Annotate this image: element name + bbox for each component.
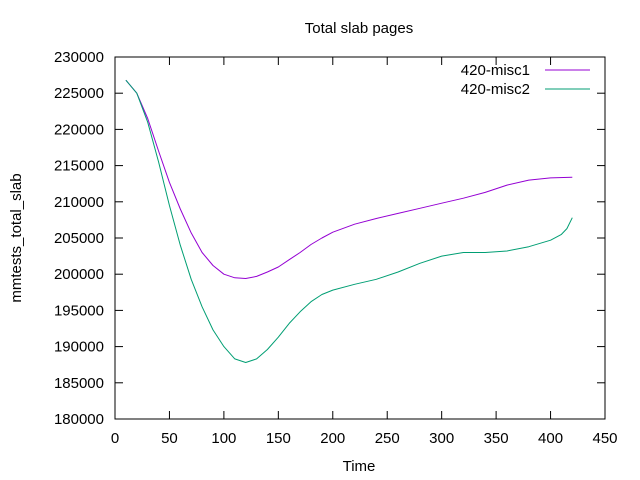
chart-title: Total slab pages <box>305 20 413 37</box>
x-tick-label: 450 <box>592 430 617 447</box>
y-tick-label: 215000 <box>54 158 104 175</box>
legend: 420-misc1 420-misc2 <box>461 62 590 98</box>
plot-area-frame <box>114 56 606 420</box>
legend-label-1: 420-misc1 <box>461 62 530 79</box>
series-line-2 <box>125 79 573 363</box>
series-line-1 <box>125 79 573 279</box>
x-axis-label: Time <box>343 458 376 475</box>
x-tick-label: 250 <box>375 430 400 447</box>
y-tick-label: 190000 <box>54 339 104 356</box>
x-tick-label: 400 <box>538 430 563 447</box>
y-tick-label: 205000 <box>54 230 104 247</box>
x-tick-label: 50 <box>161 430 178 447</box>
y-tick-label: 195000 <box>54 302 104 319</box>
y-tick-label: 200000 <box>54 266 104 283</box>
y-tick-label: 225000 <box>54 85 104 102</box>
x-tick-label: 200 <box>320 430 345 447</box>
x-tick-label: 100 <box>211 430 236 447</box>
x-tick-label: 300 <box>429 430 454 447</box>
y-tick-label: 180000 <box>54 411 104 428</box>
y-axis-label: mmtests_total_slab <box>8 173 25 302</box>
y-tick-label: 220000 <box>54 121 104 138</box>
axis-ticks: 0 50 100 150 200 250 300 350 400 450 180000 185000 1… <box>54 49 618 447</box>
y-tick-label: 210000 <box>54 194 104 211</box>
y-tick-label: 185000 <box>54 375 104 392</box>
y-tick-label: 230000 <box>54 49 104 66</box>
series-layer <box>125 79 573 363</box>
x-tick-label: 0 <box>111 430 119 447</box>
legend-label-2: 420-misc2 <box>461 81 530 98</box>
x-tick-label: 350 <box>484 430 509 447</box>
x-tick-label: 150 <box>266 430 291 447</box>
